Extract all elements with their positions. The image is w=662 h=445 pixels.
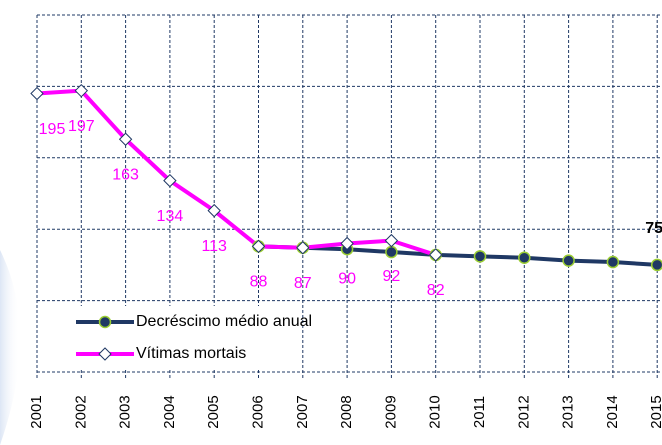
data-point [606,255,620,269]
data-label: 82 [427,282,445,299]
background-shape [0,250,20,445]
data-point [74,83,89,98]
x-tick-label: 2004 [161,395,178,428]
data-point [473,250,487,263]
data-point [650,258,662,272]
data-point [296,241,310,255]
data-point [340,236,354,251]
series-line [258,244,658,267]
grid: 2001 2002 2003 2004 2005 2006 2007 2008 2009 2010… [28,14,662,429]
data-point [384,233,399,248]
label-layer: 75 195 197 163 134 113 88 87 90 92 82 [39,118,662,299]
data-label: 113 [201,238,227,255]
data-point [428,248,443,262]
x-tick-label: 2013 [560,395,577,428]
x-tick-label: 2015 [648,395,662,428]
legend-marker [98,347,112,361]
data-label: 92 [383,268,401,285]
data-point [518,251,531,265]
data-point [163,173,177,188]
data-label: 88 [250,274,268,291]
data-point [207,203,221,218]
x-tick-label: 2003 [117,395,134,428]
data-point [30,86,44,101]
x-tick-label: 2012 [515,395,532,428]
series-line [36,88,437,257]
x-tick-label: 2008 [338,395,355,428]
data-label: 195 [39,121,66,138]
legend: Decréscimo médio anual Vítimas mortais [72,306,312,370]
x-tick-label: 2001 [28,395,45,428]
legend-box [72,306,300,370]
data-point [118,132,133,146]
data-point [562,254,575,267]
x-tick-label: 2006 [249,395,266,428]
data-point [385,245,398,259]
x-tick-label: 2009 [382,395,399,428]
x-tick-label: 2010 [427,395,444,428]
x-tick-label: 2005 [205,395,222,428]
series-layer [30,83,662,272]
legend-label: Decréscimo médio anual [136,313,312,330]
data-label: 90 [338,271,356,288]
x-tick-label: 2014 [604,395,621,428]
data-label: 197 [68,118,95,135]
x-tick-label: 2007 [294,395,311,428]
data-label: 87 [294,275,312,292]
x-tick-label: 2002 [72,395,89,428]
x-tick-label: 2011 [471,396,488,428]
data-label: 134 [157,208,184,225]
legend-marker [98,315,112,329]
data-label: 75 [645,220,662,237]
legend-label: Vítimas mortais [136,345,246,362]
data-point [251,239,266,254]
data-label: 163 [112,166,139,183]
